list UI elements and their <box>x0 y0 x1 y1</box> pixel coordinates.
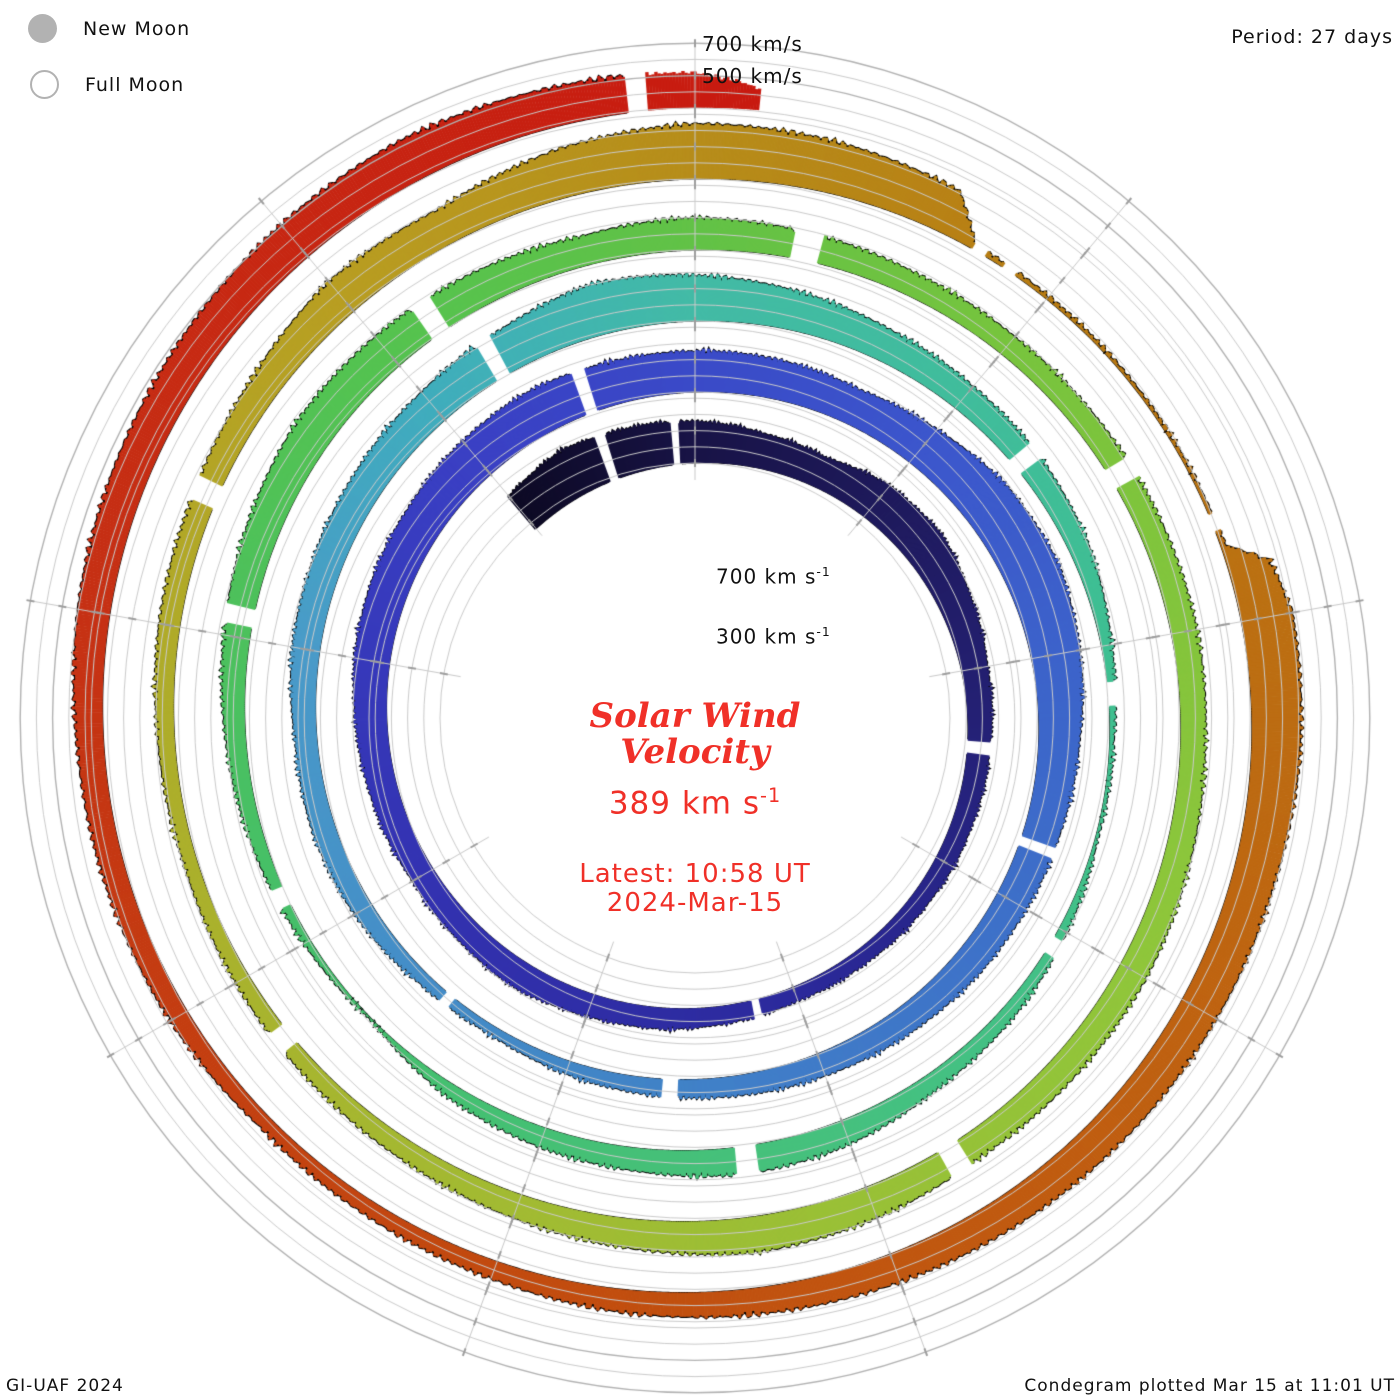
legend-full-moon: Full Moon <box>30 70 184 99</box>
plotted-timestamp: Condegram plotted Mar 15 at 11:01 UT <box>1024 1376 1395 1396</box>
full-moon-icon <box>30 70 59 99</box>
legend-new-moon: New Moon <box>28 14 190 43</box>
inner-scale-bottom: 300 km s-1 <box>716 624 831 649</box>
chart-title-line2: Velocity <box>620 732 770 772</box>
new-moon-icon <box>28 14 57 43</box>
credit-label: GI-UAF 2024 <box>6 1376 124 1396</box>
latest-date: 2024-Mar-15 <box>606 888 784 918</box>
outer-scale-500: 500 km/s <box>702 64 803 88</box>
chart-title-line1: Solar Wind <box>589 696 801 736</box>
period-label: Period: 27 days <box>1231 26 1393 48</box>
inner-scale-top: 700 km s-1 <box>716 564 831 589</box>
chart-title: Solar Wind Velocity 389 km s-1 <box>590 698 801 821</box>
new-moon-label: New Moon <box>83 17 191 40</box>
outer-scale-700: 700 km/s <box>702 32 803 56</box>
latest-time: Latest: 10:58 UT <box>579 859 811 889</box>
current-velocity-value: 389 km s-1 <box>608 784 782 822</box>
full-moon-label: Full Moon <box>85 73 185 96</box>
latest-reading: Latest: 10:58 UT 2024-Mar-15 <box>579 860 810 918</box>
